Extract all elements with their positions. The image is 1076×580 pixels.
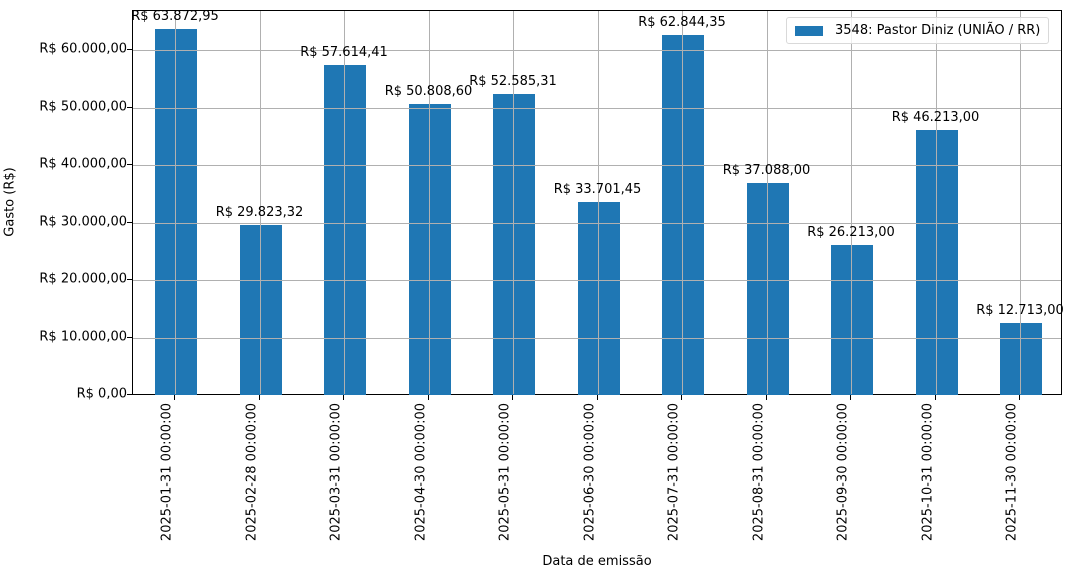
grid-line-horizontal [133,50,1061,52]
bar-value-label: R$ 46.213,00 [891,110,980,126]
bar-value-label: R$ 26.213,00 [807,225,895,241]
x-tick-label: 2025-08-31 00:00:00 [751,403,766,542]
x-tick-mark [596,395,598,400]
y-tick-label: R$ 60.000,00 [39,41,127,57]
grid-line-horizontal [133,165,1061,167]
y-tick-mark [127,164,132,166]
bar [324,64,366,395]
grid-line-horizontal [133,337,1061,339]
x-tick-label: 2025-05-31 00:00:00 [497,403,513,542]
grid-line-vertical [1020,11,1021,394]
grid-line-vertical [851,245,852,394]
x-tick-mark [681,395,682,400]
plot-area [132,10,1062,395]
grid-line-vertical [851,11,852,394]
x-tick-label: 2025-03-31 00:00:00 [328,403,344,542]
grid-line-horizontal [133,222,1061,224]
grid-line-vertical [428,104,430,394]
bar [1000,322,1042,395]
x-tick-mark [850,395,851,400]
legend: 3548: Pastor Diniz (UNIÃO / RR) [786,17,1050,44]
grid-line-vertical [597,202,599,394]
bar-value-label: R$ 12.713,00 [976,302,1064,318]
grid-line-vertical [766,182,768,394]
bar [746,182,789,395]
y-tick-mark [127,49,132,51]
bar [577,202,620,395]
bar-value-label: R$ 57.614,41 [300,44,388,60]
y-tick-mark [127,221,132,223]
y-tick-label: R$ 40.000,00 [39,156,127,172]
grid-line-vertical [935,130,937,394]
y-tick-label: R$ 20.000,00 [39,271,127,287]
bar [493,93,535,395]
y-tick-label: R$ 0,00 [76,386,127,402]
grid-line-horizontal [133,280,1061,282]
y-tick-mark [127,394,132,395]
bar-value-label: R$ 62.844,35 [638,14,726,30]
x-axis-label: Data de emissão [542,554,652,569]
grid-line-vertical [513,93,514,394]
bar-value-label: R$ 37.088,00 [722,162,811,178]
legend-label: 3548: Pastor Diniz (UNIÃO / RR) [835,23,1041,38]
x-tick-mark [258,395,260,400]
x-tick-label: 2025-01-31 00:00:00 [159,403,175,542]
bar-value-label: R$ 29.823,32 [215,204,304,220]
bar-value-label: R$ 33.701,45 [553,182,642,198]
bar [408,104,451,395]
x-tick-mark [765,395,767,400]
x-tick-mark [343,395,344,400]
x-tick-label: 2025-06-30 00:00:00 [582,403,597,542]
x-tick-mark [427,395,429,400]
bar [155,28,197,395]
legend-swatch [795,25,823,36]
bar [662,34,704,395]
grid-line-vertical [1020,322,1021,394]
y-tick-mark [127,336,132,338]
bar [831,245,873,395]
bar [915,130,958,395]
x-tick-mark [1019,395,1020,400]
bar-value-label: R$ 52.585,31 [469,73,557,89]
y-tick-mark [127,106,132,108]
grid-line-horizontal [133,107,1061,109]
x-tick-mark [934,395,936,400]
grid-line-vertical [682,34,683,394]
x-tick-mark [174,395,175,400]
x-tick-label: 2025-07-31 00:00:00 [666,403,682,542]
grid-line-vertical [175,28,176,394]
grid-line-vertical [259,224,261,394]
x-tick-label: 2025-10-31 00:00:00 [920,403,935,542]
grid-line-vertical [344,64,345,394]
y-axis-label: Gasto (R$) [2,167,18,237]
x-tick-mark [512,395,513,400]
x-tick-label: 2025-02-28 00:00:00 [244,403,259,542]
y-tick-label: R$ 50.000,00 [39,99,127,115]
grid-line-vertical [259,11,261,394]
y-tick-label: R$ 30.000,00 [39,214,127,230]
x-tick-label: 2025-11-30 00:00:00 [1004,403,1020,542]
y-tick-mark [127,279,132,281]
bar-value-label: R$ 50.808,60 [384,84,473,100]
bar [239,224,282,395]
x-tick-label: 2025-04-30 00:00:00 [413,403,428,542]
x-tick-label: 2025-09-30 00:00:00 [835,403,851,542]
bar-value-label: R$ 63.872,95 [131,8,219,24]
y-tick-label: R$ 10.000,00 [39,329,127,345]
